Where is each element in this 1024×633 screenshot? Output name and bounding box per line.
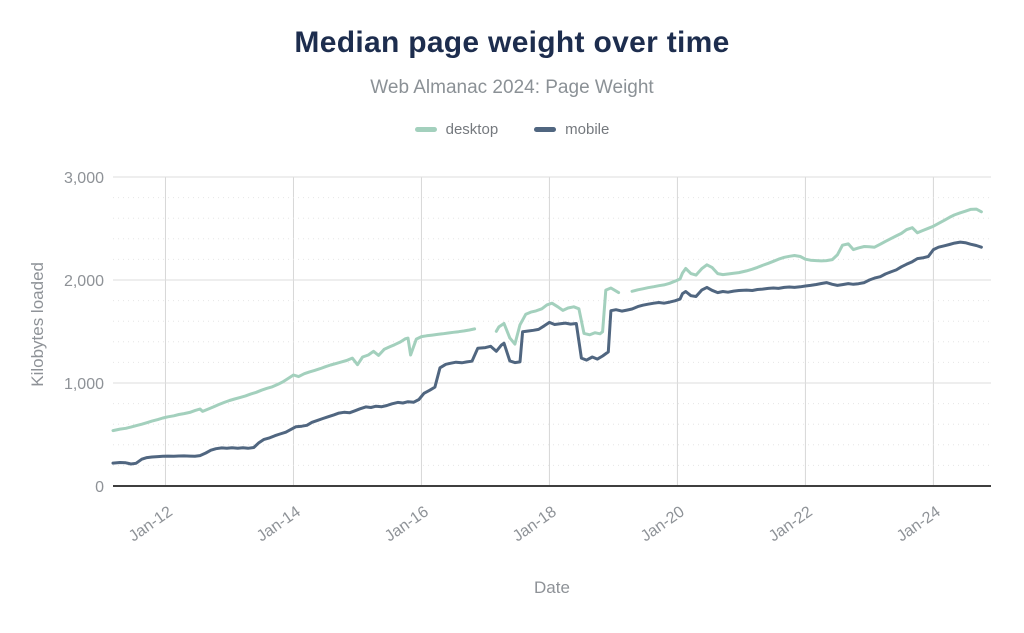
legend-item-mobile[interactable]: mobile <box>534 121 609 138</box>
x-tick-label: Jan-20 <box>638 503 688 545</box>
x-tick-label: Jan-18 <box>510 503 560 545</box>
y-tick-label: 2,000 <box>64 273 104 290</box>
series-desktop-line <box>494 286 621 346</box>
y-tick-label: 1,000 <box>64 376 104 393</box>
legend-label: desktop <box>445 121 499 138</box>
y-axis-title: Kilobytes loaded <box>28 262 47 387</box>
legend-swatch-desktop <box>414 127 437 132</box>
x-tick-label: Jan-22 <box>766 503 816 545</box>
x-axis-title: Date <box>534 578 570 597</box>
legend-label: mobile <box>565 121 610 138</box>
x-tick-label: Jan-24 <box>894 503 944 545</box>
page-title: Median page weight over time <box>294 26 730 59</box>
legend-swatch-mobile <box>534 127 557 132</box>
chart-subtitle: Web Almanac 2024: Page Weight <box>370 77 654 98</box>
series-mobile-line <box>111 240 983 466</box>
y-tick-label: 3,000 <box>64 170 104 187</box>
y-tick-label: 0 <box>95 479 104 496</box>
series-desktop-line <box>111 327 477 433</box>
legend-item-desktop[interactable]: desktop <box>414 121 499 138</box>
x-tick-label: Jan-16 <box>382 503 432 545</box>
x-tick-label: Jan-14 <box>254 503 304 545</box>
legend: desktop mobile <box>0 121 1024 138</box>
x-tick-label: Jan-12 <box>126 503 176 545</box>
series-desktop-line <box>630 207 983 293</box>
